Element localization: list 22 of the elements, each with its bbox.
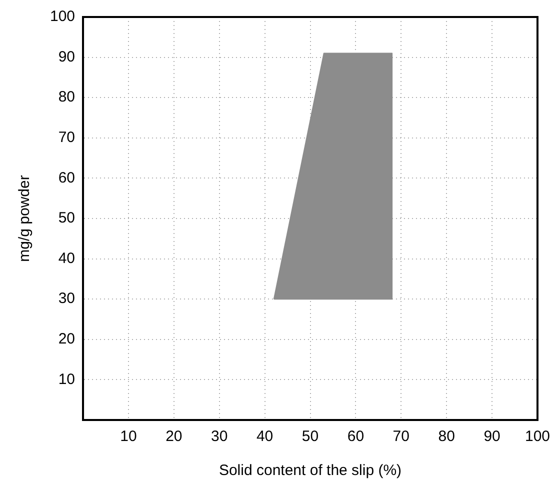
y-tick-label: 30 — [58, 290, 76, 308]
y-tick-label: 70 — [58, 129, 76, 146]
y-tick-label: 50 — [58, 210, 76, 227]
y-tick-label: 10 — [58, 370, 76, 388]
y-tick-label: 60 — [58, 169, 76, 186]
y-tick-label: 20 — [58, 330, 76, 348]
x-tick-label: 70 — [392, 428, 410, 446]
x-tick-label: 80 — [438, 428, 455, 446]
y-tick-label: 100 — [50, 8, 76, 26]
x-tick-label: 40 — [256, 428, 274, 446]
x-tick-label: 50 — [302, 428, 319, 446]
x-axis-title: Solid content of the slip (%) — [218, 462, 402, 480]
x-tick-label: 100 — [524, 428, 550, 446]
x-tick-label: 90 — [484, 428, 500, 446]
x-tick-label: 20 — [166, 428, 182, 446]
y-tick-label: 80 — [58, 88, 76, 106]
y-axis-title: mg/g powder — [16, 175, 34, 262]
x-tick-label: 30 — [211, 428, 228, 446]
x-tick-label: 60 — [347, 428, 364, 446]
y-tick-label: 40 — [58, 250, 76, 267]
y-tick-label: 90 — [58, 48, 76, 66]
x-tick-label: 10 — [120, 428, 137, 446]
